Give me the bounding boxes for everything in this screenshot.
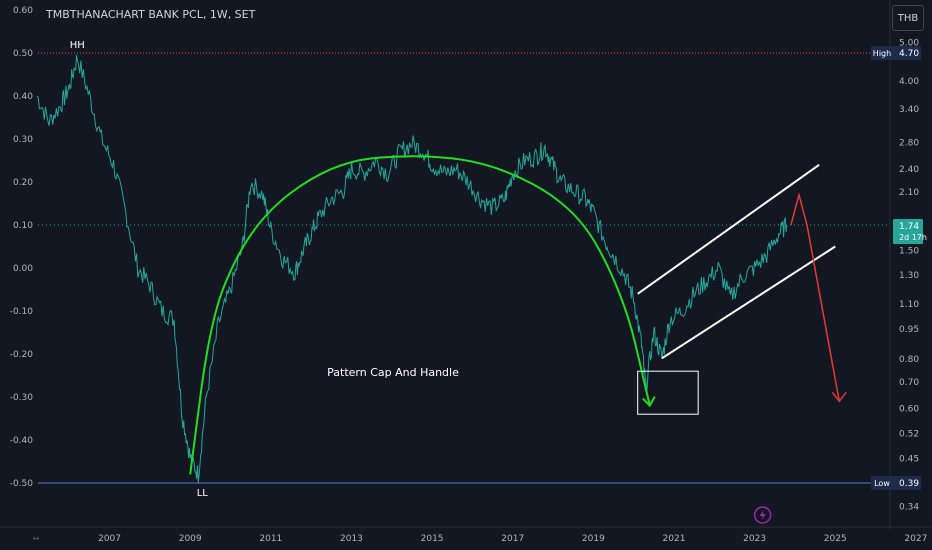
chart-title: TMBTHANACHART BANK PCL, 1W, SET: [46, 8, 256, 21]
handle-box: [637, 370, 699, 415]
projection-line: [790, 191, 841, 402]
left-axis-tick-label: -0.50: [10, 479, 34, 489]
cup-curve: [189, 155, 643, 475]
left-axis-tick-label: 0.50: [13, 49, 33, 59]
high-tag-bg: [871, 46, 893, 60]
left-axis-tick-label: 0.20: [13, 178, 33, 188]
current-price-label: 1.74: [899, 222, 919, 232]
time-axis-tick-label: 2017: [501, 534, 524, 544]
high-tag-label: High: [873, 49, 891, 58]
time-axis-tick-label: 2007: [98, 534, 121, 544]
right-axis-tick-label: 2.40: [899, 165, 919, 175]
left-axis-tick-label: 0.60: [13, 6, 33, 16]
left-axis-tick-label: -0.30: [10, 393, 34, 403]
left-axis-tick-label: -0.40: [10, 436, 34, 446]
right-axis-tick-label: 1.10: [899, 300, 919, 310]
high-value-bg: [893, 46, 921, 60]
low-value-bg: [893, 476, 921, 490]
left-axis-tick-label: 0.40: [13, 92, 33, 102]
high-value-label: 4.70: [899, 49, 919, 59]
time-axis-tick-label: 2027: [904, 534, 927, 544]
right-axis-tick-label: 1.50: [899, 246, 919, 256]
time-axis-tick-label: 2015: [421, 534, 444, 544]
low-tag-label: Low: [874, 479, 890, 488]
time-axis-tick-label: 2019: [582, 534, 605, 544]
right-axis-tick-label: 2.10: [899, 188, 919, 198]
right-axis-tick-label: 4.00: [899, 77, 919, 87]
right-axis-tick-label: 0.80: [899, 355, 919, 365]
right-axis-tick-label: 3.40: [899, 105, 919, 115]
price-series-line: [36, 54, 788, 483]
lightning-icon: [753, 506, 772, 524]
left-axis-tick-label: -0.10: [10, 307, 34, 317]
right-axis-tick-label: 0.52: [899, 429, 919, 439]
right-axis-tick-label: 0.95: [899, 325, 919, 335]
time-axis-tick-label: 2021: [663, 534, 686, 544]
countdown-label: 2d 17h: [899, 233, 927, 242]
hh-label: HH: [70, 40, 85, 51]
low-value-label: 0.39: [899, 479, 919, 489]
right-axis-tick-label: 0.45: [899, 454, 919, 464]
time-axis-tick-label: 2013: [340, 534, 363, 544]
time-axis-tick-label: 2009: [179, 534, 202, 544]
time-axis-tick-label: 2023: [743, 534, 766, 544]
current-price-bg: [893, 219, 923, 244]
right-axis-tick-label: 5.00: [899, 38, 919, 48]
low-tag-bg: [871, 476, 893, 490]
ll-label: LL: [197, 488, 209, 499]
left-axis-tick-label: -0.20: [10, 350, 34, 360]
z-marker-icon: ↔: [33, 534, 40, 543]
time-axis-tick-label: 2011: [259, 534, 282, 544]
left-axis-tick-label: 0.00: [13, 264, 33, 274]
channel-upper-line: [637, 163, 820, 295]
right-axis-tick-label: 1.30: [899, 271, 919, 281]
right-axis-tick-label: 2.80: [899, 138, 919, 148]
cup-arrow-shaft: [640, 370, 651, 406]
currency-selector[interactable]: THB: [892, 5, 924, 31]
channel-lower-line: [661, 245, 836, 360]
right-axis-tick-label: 0.60: [899, 405, 919, 415]
lightning-bolt-icon: [759, 510, 766, 520]
right-axis-tick-label: 0.34: [899, 503, 919, 513]
right-axis-tick-label: 0.70: [899, 378, 919, 388]
projection-arrow-head: [831, 391, 847, 403]
left-axis-tick-label: 0.30: [13, 135, 33, 145]
time-axis-tick-label: 2025: [824, 534, 847, 544]
cup-arrow-head: [642, 396, 656, 408]
left-axis-tick-label: 0.10: [13, 221, 33, 231]
pattern-label: Pattern Cap And Handle: [327, 366, 459, 379]
